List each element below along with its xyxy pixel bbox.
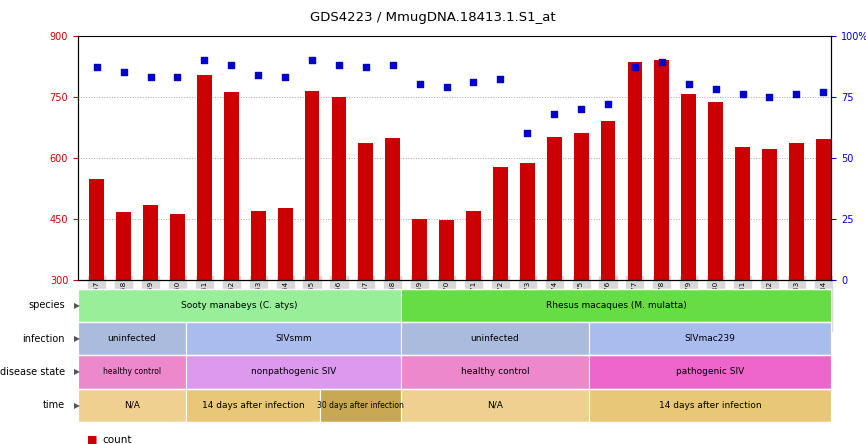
Point [197,56,211,63]
Bar [197,75,212,280]
Point [628,63,642,71]
Bar [816,139,830,280]
Point [251,71,265,78]
Point [171,73,184,80]
Point [359,63,372,71]
Bar [439,220,454,280]
Text: nonpathogenic SIV: nonpathogenic SIV [250,367,336,377]
Bar [251,211,266,280]
Bar [762,149,777,280]
Bar [116,212,131,280]
Bar [466,211,481,280]
Bar [385,138,400,280]
Bar [278,208,293,280]
Point [224,61,238,68]
Point [278,73,292,80]
Bar [89,179,104,280]
Bar [493,167,507,280]
Text: disease state: disease state [0,367,65,377]
Bar [305,91,320,280]
Text: 14 days after infection: 14 days after infection [202,400,304,410]
Text: Rhesus macaques (M. mulatta): Rhesus macaques (M. mulatta) [546,301,687,310]
Bar [412,219,427,280]
Point [735,91,749,98]
Bar [546,137,562,280]
Text: ▶: ▶ [74,334,80,343]
Text: SIVmac239: SIVmac239 [685,334,736,343]
Point [520,130,534,137]
Text: 30 days after infection: 30 days after infection [317,400,404,410]
Point [305,56,319,63]
Point [413,81,427,88]
Text: time: time [42,400,65,410]
Text: N/A: N/A [487,400,503,410]
Text: GDS4223 / MmugDNA.18413.1.S1_at: GDS4223 / MmugDNA.18413.1.S1_at [310,11,556,24]
Bar [601,121,616,280]
Text: ■: ■ [87,435,97,444]
Point [655,59,669,66]
Point [332,61,346,68]
Point [144,73,158,80]
Text: pathogenic SIV: pathogenic SIV [676,367,745,377]
Point [440,83,454,91]
Point [90,63,104,71]
Point [494,76,507,83]
Bar [789,143,804,280]
Text: healthy control: healthy control [461,367,529,377]
Bar [655,59,669,280]
Bar [170,214,185,280]
Text: ▶: ▶ [74,301,80,310]
Point [763,93,777,100]
Text: ▶: ▶ [74,400,80,410]
Text: uninfected: uninfected [470,334,520,343]
Point [790,91,804,98]
Point [682,81,695,88]
Bar [332,97,346,280]
Text: healthy control: healthy control [103,367,161,377]
Bar [708,102,723,280]
Point [117,68,131,75]
Text: infection: infection [23,333,65,344]
Point [467,78,481,85]
Bar [359,143,373,280]
Bar [573,133,589,280]
Text: species: species [29,300,65,310]
Point [386,61,400,68]
Point [547,110,561,117]
Bar [224,92,239,280]
Text: Sooty manabeys (C. atys): Sooty manabeys (C. atys) [181,301,298,310]
Point [708,86,722,93]
Text: N/A: N/A [124,400,139,410]
Bar [628,63,643,280]
Point [574,105,588,112]
Bar [143,205,158,280]
Bar [682,94,696,280]
Text: ▶: ▶ [74,367,80,377]
Text: uninfected: uninfected [107,334,156,343]
Bar [520,163,534,280]
Text: SIVsmm: SIVsmm [275,334,312,343]
Text: 14 days after infection: 14 days after infection [659,400,761,410]
Point [601,100,615,107]
Bar [735,147,750,280]
Point [817,88,830,95]
Text: count: count [102,435,132,444]
